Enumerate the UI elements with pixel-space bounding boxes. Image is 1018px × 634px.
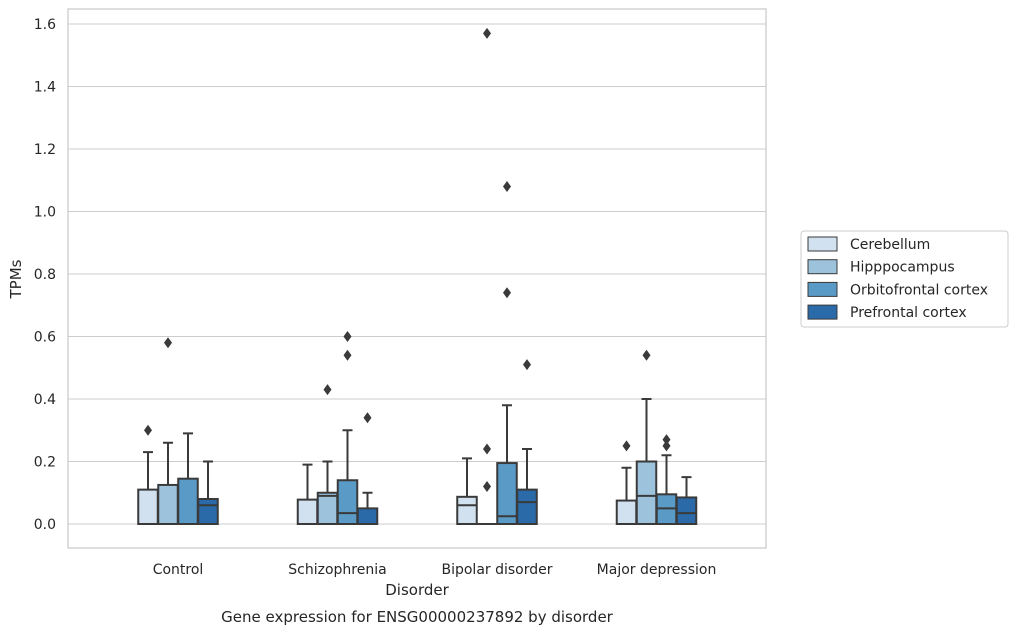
y-tick-label: 1.0 <box>34 205 56 221</box>
legend-item: Hipppocampus <box>807 259 955 276</box>
box-body <box>516 488 538 525</box>
legend-swatch <box>807 236 838 252</box>
box-prefrontal-cortex-0 <box>197 460 219 525</box>
box-orbitofrontal-cortex-0 <box>177 432 199 525</box>
outlier-point <box>363 412 372 424</box>
plot-frame <box>67 8 767 549</box>
outlier-point <box>662 434 671 446</box>
y-tick-labels: 0.0 0.2 0.4 0.6 0.8 1.0 1.2 1.4 1.6 <box>34 17 56 533</box>
legend-item: Cerebellum <box>807 236 930 253</box>
box-hipppocampus-0 <box>157 337 179 525</box>
legend: Cerebellum Hipppocampus Orbitofrontal cort… <box>800 230 1009 328</box>
box-hipppocampus-1 <box>316 384 339 525</box>
y-tick-label: 0.2 <box>34 455 56 471</box>
box-body <box>356 507 379 525</box>
box-prefrontal-cortex-3 <box>675 476 698 525</box>
y-tick-label: 1.6 <box>34 17 56 33</box>
x-tick-label: Major depression <box>597 562 717 578</box>
outlier-point <box>343 349 352 361</box>
outlier-point <box>483 443 491 455</box>
boxes <box>137 27 698 525</box>
box-orbitofrontal-cortex-2 <box>496 181 518 525</box>
outlier-point <box>483 481 491 492</box>
box-hipppocampus-2 <box>477 27 497 525</box>
plot-area <box>68 9 766 548</box>
box-cerebellum-0 <box>137 424 159 525</box>
chart-caption: Gene expression for ENSG00000237892 by d… <box>221 608 614 626</box>
outlier-point <box>662 440 671 452</box>
box-body <box>336 479 359 525</box>
x-axis-title: Disorder <box>385 581 449 599</box>
box-cerebellum-1 <box>296 463 319 525</box>
box-body <box>197 498 219 525</box>
box-body <box>316 491 339 525</box>
outlier-point <box>523 359 531 371</box>
box-body <box>177 477 199 525</box>
box-prefrontal-cortex-2 <box>516 359 538 525</box>
x-tick-label: Control <box>153 562 204 578</box>
outlier-point <box>503 287 511 299</box>
outlier-point <box>144 424 152 436</box>
outlier-point <box>483 27 491 39</box>
legend-frame <box>800 230 1009 328</box>
x-tick-labels: Control Schizophrenia Bipolar disorder Majo… <box>153 562 717 578</box>
outlier-point <box>503 181 511 192</box>
y-tick-label: 0.4 <box>34 392 56 408</box>
legend-label: Orbitofrontal cortex <box>850 282 988 298</box>
box-orbitofrontal-cortex-1 <box>336 331 359 525</box>
outlier-point <box>343 331 352 342</box>
outlier-point <box>642 349 651 361</box>
box-body <box>675 496 698 525</box>
box-orbitofrontal-cortex-3 <box>655 434 678 525</box>
box-body <box>157 483 179 525</box>
x-tick-label: Bipolar disorder <box>441 562 552 578</box>
box-cerebellum-3 <box>615 440 638 525</box>
box-cerebellum-2 <box>456 457 478 525</box>
box-body <box>137 488 159 525</box>
y-tick-label: 0.8 <box>34 267 56 283</box>
legend-label: Hipppocampus <box>850 260 955 276</box>
x-tick-label: Schizophrenia <box>288 562 386 578</box>
outlier-point <box>622 440 631 452</box>
box-hipppocampus-3 <box>635 349 658 525</box>
y-tick-label: 1.4 <box>34 80 56 96</box>
box-body <box>496 462 518 525</box>
legend-swatch <box>807 281 838 297</box>
outlier-point <box>323 384 332 396</box>
box-body <box>635 460 658 525</box>
legend-item: Orbitofrontal cortex <box>807 281 988 298</box>
y-grid <box>68 23 766 525</box>
legend-label: Prefrontal cortex <box>850 305 967 321</box>
y-tick-label: 0.0 <box>34 517 56 533</box>
legend-label: Cerebellum <box>850 237 930 253</box>
box-body <box>296 498 319 525</box>
box-prefrontal-cortex-1 <box>356 412 379 525</box>
y-axis-title: TPMs <box>7 259 25 299</box>
box-body <box>456 495 478 525</box>
legend-swatch <box>807 304 838 320</box>
box-body <box>615 499 638 525</box>
y-tick-label: 0.6 <box>34 330 56 346</box>
legend-swatch <box>807 259 838 275</box>
legend-item: Prefrontal cortex <box>807 304 967 321</box>
outlier-point <box>164 337 172 349</box>
y-tick-label: 1.2 <box>34 142 56 158</box>
